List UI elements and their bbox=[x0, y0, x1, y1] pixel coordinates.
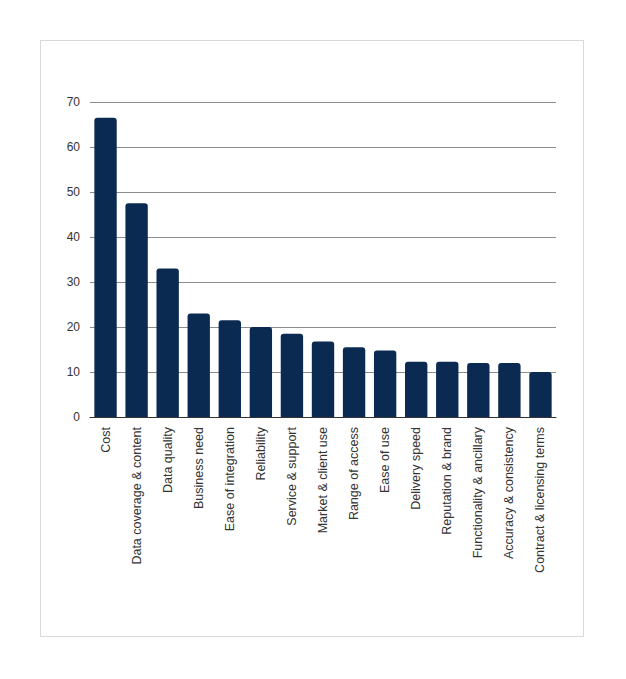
svg-text:Service & support: Service & support bbox=[285, 426, 299, 525]
svg-text:Contract & licensing terms: Contract & licensing terms bbox=[533, 427, 547, 573]
svg-text:Cost: Cost bbox=[99, 426, 113, 452]
svg-text:Business need: Business need bbox=[192, 427, 206, 509]
svg-text:60: 60 bbox=[67, 140, 81, 154]
svg-text:70: 70 bbox=[67, 95, 81, 109]
svg-text:20: 20 bbox=[67, 320, 81, 334]
svg-text:Ease of use: Ease of use bbox=[378, 427, 392, 493]
svg-text:50: 50 bbox=[67, 185, 81, 199]
svg-text:Functionality & ancillary: Functionality & ancillary bbox=[471, 426, 485, 558]
svg-text:30: 30 bbox=[67, 275, 81, 289]
svg-text:0: 0 bbox=[73, 410, 80, 424]
svg-text:Accuracy & consistency: Accuracy & consistency bbox=[502, 426, 516, 559]
svg-text:Reputation & brand: Reputation & brand bbox=[440, 427, 454, 535]
svg-text:10: 10 bbox=[67, 365, 81, 379]
svg-text:Delivery speed: Delivery speed bbox=[409, 427, 423, 510]
svg-text:Reliability: Reliability bbox=[254, 426, 268, 480]
svg-text:40: 40 bbox=[67, 230, 81, 244]
svg-text:Market & client use: Market & client use bbox=[316, 427, 330, 533]
svg-text:Data coverage & content: Data coverage & content bbox=[130, 426, 144, 564]
svg-text:Data quality: Data quality bbox=[161, 426, 175, 493]
svg-text:Range of access: Range of access bbox=[347, 427, 361, 520]
svg-text:Ease of integration: Ease of integration bbox=[223, 427, 237, 531]
